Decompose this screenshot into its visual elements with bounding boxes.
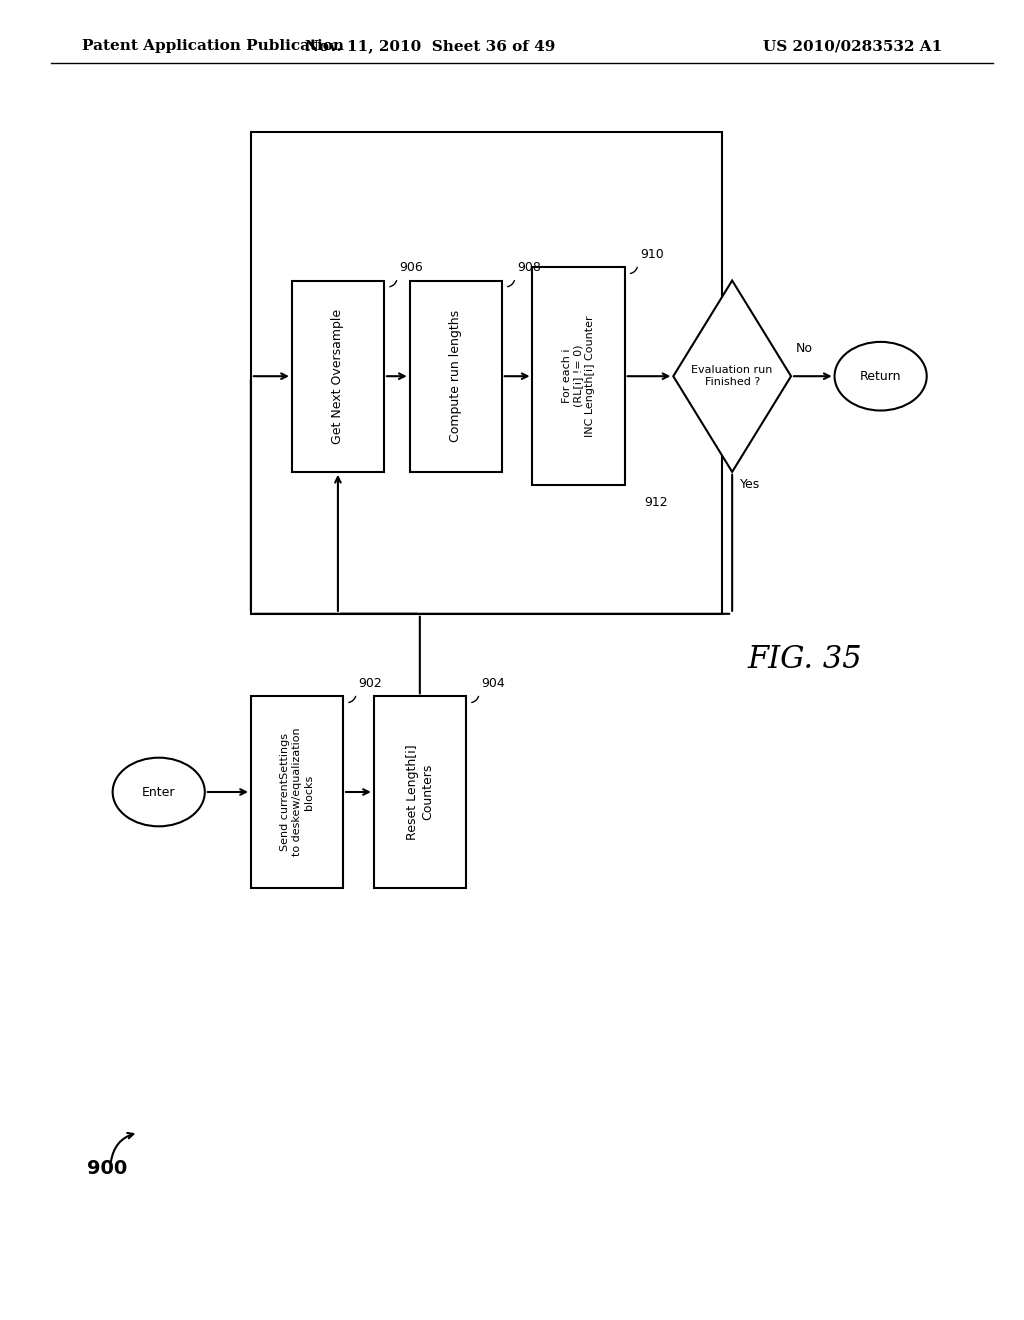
- Text: Reset Length[i]
Counters: Reset Length[i] Counters: [406, 744, 434, 840]
- Text: Send currentSettings
to deskew/equalization
blocks: Send currentSettings to deskew/equalizat…: [281, 727, 313, 857]
- Text: Patent Application Publication: Patent Application Publication: [82, 40, 344, 53]
- FancyBboxPatch shape: [292, 281, 384, 473]
- Polygon shape: [674, 281, 791, 473]
- FancyBboxPatch shape: [251, 132, 722, 614]
- Text: Get Next Oversample: Get Next Oversample: [332, 309, 344, 444]
- Text: 906: 906: [399, 261, 423, 275]
- Text: 910: 910: [640, 248, 664, 261]
- Ellipse shape: [835, 342, 927, 411]
- Text: Evaluation run
Finished ?: Evaluation run Finished ?: [691, 366, 773, 387]
- Text: Nov. 11, 2010  Sheet 36 of 49: Nov. 11, 2010 Sheet 36 of 49: [305, 40, 555, 53]
- Text: 900: 900: [87, 1159, 127, 1177]
- FancyBboxPatch shape: [374, 697, 466, 887]
- FancyBboxPatch shape: [532, 267, 625, 486]
- Text: Compute run lengths: Compute run lengths: [450, 310, 462, 442]
- Ellipse shape: [113, 758, 205, 826]
- Text: Yes: Yes: [740, 478, 761, 491]
- Text: 902: 902: [358, 677, 382, 689]
- Text: Enter: Enter: [142, 785, 175, 799]
- FancyBboxPatch shape: [410, 281, 502, 473]
- Text: 912: 912: [644, 496, 668, 508]
- Text: US 2010/0283532 A1: US 2010/0283532 A1: [763, 40, 942, 53]
- Text: 904: 904: [481, 677, 505, 689]
- Text: For each i
(RL[i] != 0)
INC Length[i] Counter: For each i (RL[i] != 0) INC Length[i] Co…: [562, 315, 595, 437]
- Text: Return: Return: [860, 370, 901, 383]
- Text: 908: 908: [517, 261, 541, 275]
- Text: No: No: [797, 342, 813, 355]
- Text: FIG. 35: FIG. 35: [748, 644, 862, 676]
- FancyBboxPatch shape: [251, 697, 343, 887]
